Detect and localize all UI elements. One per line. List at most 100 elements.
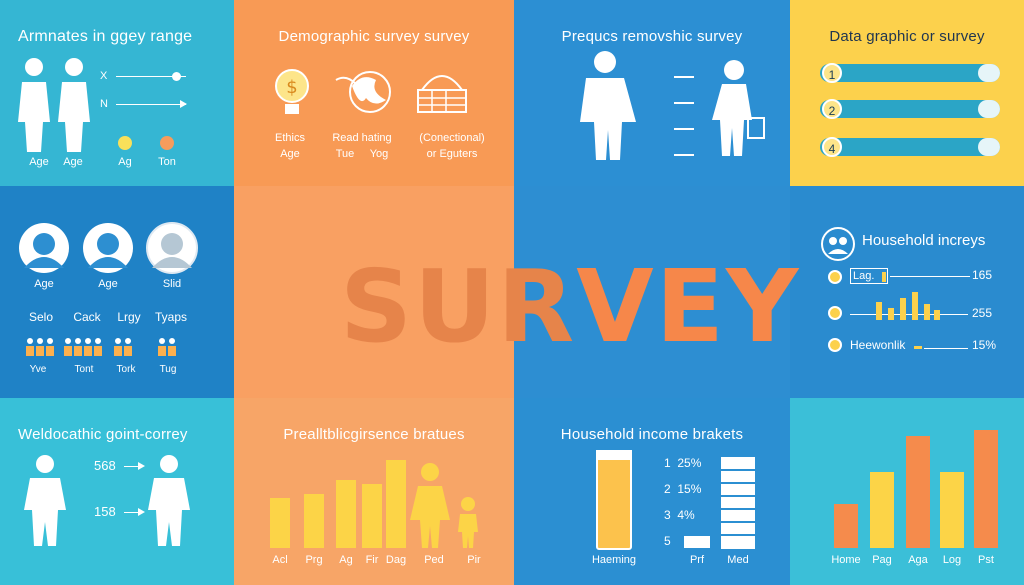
label: Log	[942, 554, 962, 566]
label: Slid	[162, 278, 182, 290]
panel-title: Data graphic or survey	[829, 28, 985, 45]
bar	[834, 504, 858, 548]
globe-icon	[335, 71, 391, 113]
panel-prequcs: Prequcs removshic survey	[514, 0, 790, 186]
panel-weldocathic: Weldocathic goint-correy 568 158	[0, 398, 234, 585]
bracket-row: 3 4%	[664, 508, 695, 522]
divider-line	[890, 276, 970, 277]
divider-line	[116, 104, 186, 105]
bar	[974, 430, 998, 548]
bar	[906, 436, 930, 548]
label: Ag	[339, 554, 353, 566]
value-label: 158	[94, 504, 116, 519]
avatar-icon	[146, 222, 198, 274]
label: Age	[29, 156, 49, 168]
label: (Conectional)	[419, 132, 485, 144]
avatar-icon	[83, 223, 133, 273]
panel-demographic: Demographic survey survey $ Ethics Age R…	[234, 0, 514, 186]
label: Age	[98, 278, 118, 290]
divider-line	[116, 76, 186, 77]
divider-line	[924, 348, 968, 349]
bar	[362, 484, 382, 548]
dash	[674, 128, 694, 130]
income-bar-top	[596, 450, 632, 460]
panel-age-range: Armnates in ggey range X N Age Age Ag To…	[0, 0, 234, 186]
label: Ag	[118, 156, 132, 168]
panel-title: Prequcs removshic survey	[561, 28, 743, 45]
item-number: 1	[822, 63, 842, 83]
people-icon-row	[26, 338, 176, 356]
label: Pir	[467, 554, 481, 566]
panel-title: Weldocathic goint-correy	[18, 426, 188, 443]
row-value: 255	[972, 306, 993, 320]
bullet-icon	[828, 338, 842, 352]
label: Age	[63, 156, 83, 168]
arrow-right-icon	[180, 100, 187, 108]
label: Acl	[272, 554, 288, 566]
mini-bars	[876, 292, 940, 320]
label: Fir	[365, 554, 379, 566]
label: Read hating	[332, 132, 392, 144]
avatar-icon	[19, 223, 69, 273]
panel-prealltbli: Prealltblicgirsence bratues Acl Prg Ag F…	[234, 398, 514, 585]
mark-n: N	[100, 98, 108, 110]
bar	[882, 272, 886, 282]
arrow-right-icon	[138, 462, 145, 470]
svg-text:$: $	[286, 77, 297, 98]
label: Yog	[369, 148, 389, 160]
bar	[270, 498, 290, 548]
row-label: Heewonlik	[850, 338, 906, 352]
panel-title: Prealltblicgirsence bratues	[283, 426, 465, 443]
label: Pag	[872, 554, 892, 566]
person-icon	[24, 455, 66, 546]
label: Aga	[908, 554, 928, 566]
label: Pst	[978, 554, 994, 566]
small-bar	[684, 536, 710, 548]
lightbulb-icon: $	[275, 69, 309, 114]
bracket-row: 1 25%	[664, 456, 702, 470]
bar	[304, 494, 324, 548]
panel-data-graphic: Data graphic or survey 1 2 4	[790, 0, 1024, 186]
panel-household-income: Household income brakets 1 25% 2 15% 3 4…	[514, 398, 790, 585]
panel-title: Household income brakets	[560, 426, 744, 443]
label: Ton	[158, 156, 176, 168]
bracket-row: 2 15%	[664, 482, 702, 496]
label: Tue	[335, 148, 355, 160]
income-bar	[596, 450, 632, 550]
panel-title: Demographic survey survey	[278, 28, 470, 45]
bullet-icon	[828, 270, 842, 284]
dot-orange	[160, 136, 174, 150]
dash	[674, 76, 694, 78]
label: Cack	[73, 310, 101, 324]
bracket-row: 5	[664, 534, 671, 548]
label: Prf	[689, 554, 705, 566]
label: Ped	[424, 554, 444, 566]
row-label: Lag.	[850, 268, 888, 284]
progress-bar	[820, 138, 1000, 156]
label: Selo	[28, 310, 54, 324]
survey-heading-part-a: SUR	[340, 248, 577, 365]
row-value: 165	[972, 268, 993, 282]
panel-title: Household increys	[862, 232, 986, 249]
person-icon	[148, 455, 190, 546]
panel-bars: Home Pag Aga Log Pst	[790, 398, 1024, 585]
label: Lrgy	[117, 310, 141, 324]
value-label: 568	[94, 458, 116, 473]
bar	[870, 472, 894, 548]
label: Age	[280, 148, 300, 160]
person-icon	[580, 51, 636, 160]
survey-heading-part-b: VEY	[576, 248, 801, 365]
dash	[674, 154, 694, 156]
panel-center-left	[234, 186, 514, 398]
label: Age	[34, 278, 54, 290]
label: Haeming	[591, 554, 637, 566]
label: Tont	[74, 364, 94, 375]
label: Tork	[116, 364, 136, 375]
mark-x: X	[100, 70, 108, 82]
bar	[336, 480, 356, 548]
survey-heading: SURVEY	[340, 248, 800, 365]
label: Dag	[385, 554, 407, 566]
parent-child-icon	[410, 463, 478, 548]
label: Med	[727, 554, 749, 566]
